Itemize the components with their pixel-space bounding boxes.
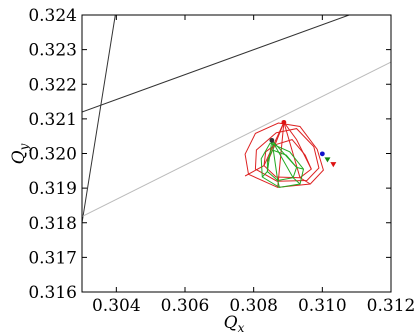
resonance-line-1 [82,15,116,223]
footprint-2-ring-2 [260,142,305,188]
footprint-1-ring-2 [254,128,320,182]
marker-3 [319,151,325,157]
footprint-1-spoke-5 [277,122,285,188]
y-tick-label: 0.321 [28,110,77,130]
y-tick-label: 0.319 [28,179,77,199]
y-axis-label-sub: y [17,143,31,151]
x-tick-label: 0.310 [298,296,347,316]
footprint-2-spoke-4 [271,140,301,185]
x-axis-label-sub: x [238,321,245,334]
resonance-line-3 [82,61,391,217]
marker-1 [281,119,287,125]
footprint-1-spoke-2 [283,122,312,170]
x-tick-label: 0.312 [367,296,414,316]
footprint-2-spoke-2 [271,139,304,170]
plot-area [82,15,391,223]
y-axis-ticks: 0.316 0.317 0.318 0.319 0.320 0.321 0.322 0.323… [28,6,391,303]
y-tick-label: 0.317 [28,248,77,268]
x-axis-label-main: Q [224,313,238,333]
resonance-line-2 [82,15,350,113]
footprint-2-ring-1 [266,149,298,182]
plot-frame [81,14,392,293]
y-tick-label: 0.322 [28,75,77,95]
marker-4 [324,157,331,163]
x-tick-label: 0.308 [229,296,278,316]
y-tick-label: 0.320 [28,145,77,165]
y-axis-label: Qy [9,143,31,164]
marker-5 [330,162,337,168]
x-axis-label: Qx [224,313,245,334]
footprint-2-spoke-1 [271,140,280,188]
x-tick-label: 0.304 [92,296,141,316]
y-tick-label: 0.316 [28,283,77,303]
footprint-1-spoke-3 [244,122,285,177]
footprint-2 [260,139,305,188]
marker-2 [269,137,275,143]
x-axis-ticks: 0.304 0.306 0.308 0.310 0.312 [92,15,414,316]
y-tick-label: 0.323 [28,41,77,61]
y-axis-label-main: Q [9,150,29,164]
y-tick-label: 0.318 [28,214,77,234]
footprint-1-ring-3 [244,122,324,188]
footprint-1-spoke-4 [283,122,311,185]
x-tick-label: 0.306 [161,296,210,316]
y-tick-label: 0.324 [28,6,77,26]
footprint-2-spoke-3 [261,140,273,178]
